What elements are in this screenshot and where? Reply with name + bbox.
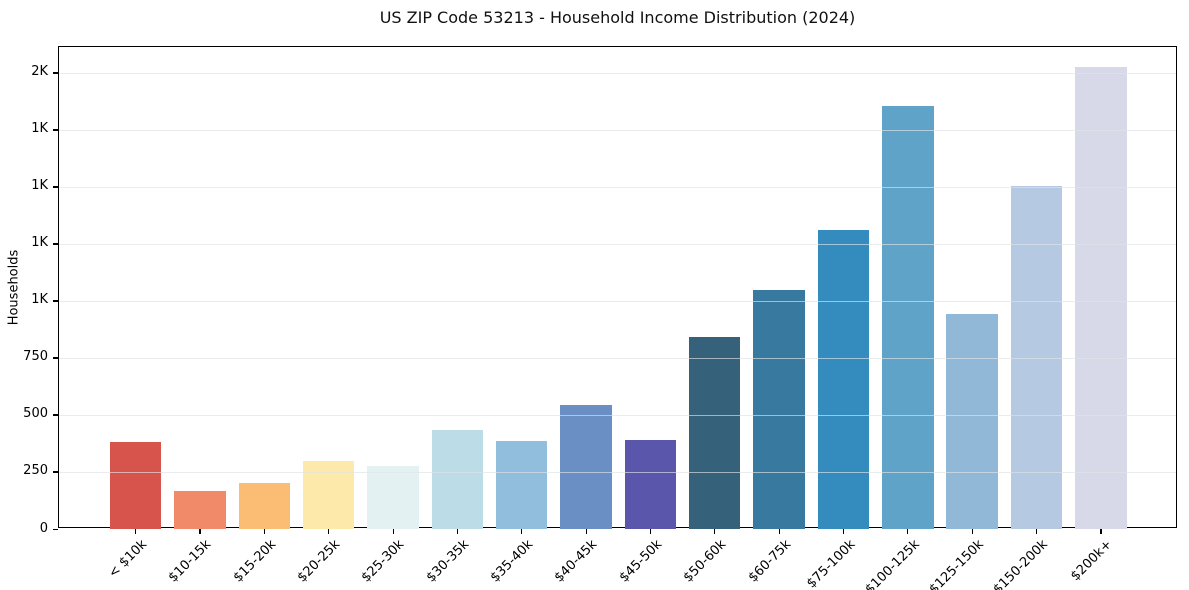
y-tick-label: 2K — [31, 64, 48, 80]
x-tick-label: $50-60k — [680, 537, 730, 586]
x-tick — [585, 529, 587, 534]
y-tick — [53, 528, 58, 530]
gridline — [59, 72, 1176, 74]
x-tick-label: $30-35k — [423, 537, 472, 586]
x-tick — [328, 529, 330, 534]
x-tick-label: $75-100k — [803, 537, 859, 590]
bar — [946, 313, 998, 529]
bar — [109, 442, 162, 529]
bar — [689, 337, 741, 529]
x-tick — [392, 529, 394, 534]
x-tick-label: $10-15k — [166, 537, 215, 586]
bar — [624, 440, 677, 529]
bar — [174, 491, 226, 529]
y-tick-label: 1K — [31, 121, 48, 137]
bar — [1010, 185, 1063, 529]
bar — [367, 466, 419, 529]
x-tick-label: $45-50k — [616, 537, 666, 586]
y-tick — [53, 72, 58, 74]
y-tick-label: 0 — [39, 520, 48, 536]
x-tick — [199, 529, 201, 534]
x-tick-label: $15-20k — [230, 537, 279, 586]
x-tick-label: < $10k — [106, 537, 151, 582]
y-tick-label: 750 — [23, 349, 48, 365]
y-tick-label: 250 — [23, 463, 48, 479]
x-tick-label: $125-150k — [926, 537, 987, 590]
gridline — [59, 471, 1176, 473]
y-tick — [53, 414, 58, 416]
gridline — [59, 414, 1176, 416]
x-tick-label: $150-200k — [990, 537, 1052, 590]
y-tick — [53, 357, 58, 359]
y-tick — [53, 300, 58, 302]
y-tick — [53, 243, 58, 245]
gridline — [59, 129, 1176, 131]
x-tick — [778, 529, 780, 534]
x-tick-label: $20-25k — [294, 537, 344, 586]
x-tick-label: $100-125k — [862, 537, 923, 590]
x-tick — [649, 529, 652, 534]
x-tick — [135, 529, 137, 534]
gridline — [59, 243, 1176, 245]
bar — [817, 230, 870, 529]
x-tick — [842, 529, 845, 534]
x-tick — [521, 529, 523, 534]
x-tick-label: $60-75k — [745, 537, 794, 586]
y-tick — [53, 471, 58, 473]
bar — [431, 429, 484, 529]
x-tick-label: $200k+ — [1068, 537, 1116, 585]
y-axis-label: Households — [6, 249, 22, 326]
bar — [882, 106, 934, 529]
bar — [1075, 67, 1127, 529]
y-tick-label: 500 — [23, 406, 48, 422]
gridline — [59, 300, 1176, 302]
plot-area — [53, 46, 1177, 534]
x-tick-label: $25-30k — [359, 537, 408, 586]
y-tick — [53, 129, 58, 131]
y-tick-label: 1K — [31, 292, 48, 308]
x-tick — [1036, 529, 1038, 534]
x-tick — [971, 529, 973, 534]
x-tick-label: $40-45k — [552, 537, 601, 586]
x-tick — [263, 529, 265, 534]
bar — [753, 289, 805, 529]
x-tick — [1100, 529, 1102, 534]
chart-title: US ZIP Code 53213 - Household Income Dis… — [379, 8, 856, 27]
gridline — [59, 186, 1176, 188]
bar — [238, 483, 291, 529]
bar — [495, 441, 548, 529]
x-tick — [714, 529, 716, 534]
gridline — [59, 357, 1176, 359]
bar — [302, 460, 355, 529]
x-tick — [456, 529, 459, 534]
y-tick-label: 1K — [31, 235, 48, 251]
y-tick — [53, 186, 58, 188]
x-tick-label: $35-40k — [487, 537, 537, 586]
x-tick — [907, 529, 909, 534]
y-tick-label: 1K — [31, 178, 48, 194]
bar — [560, 404, 612, 529]
